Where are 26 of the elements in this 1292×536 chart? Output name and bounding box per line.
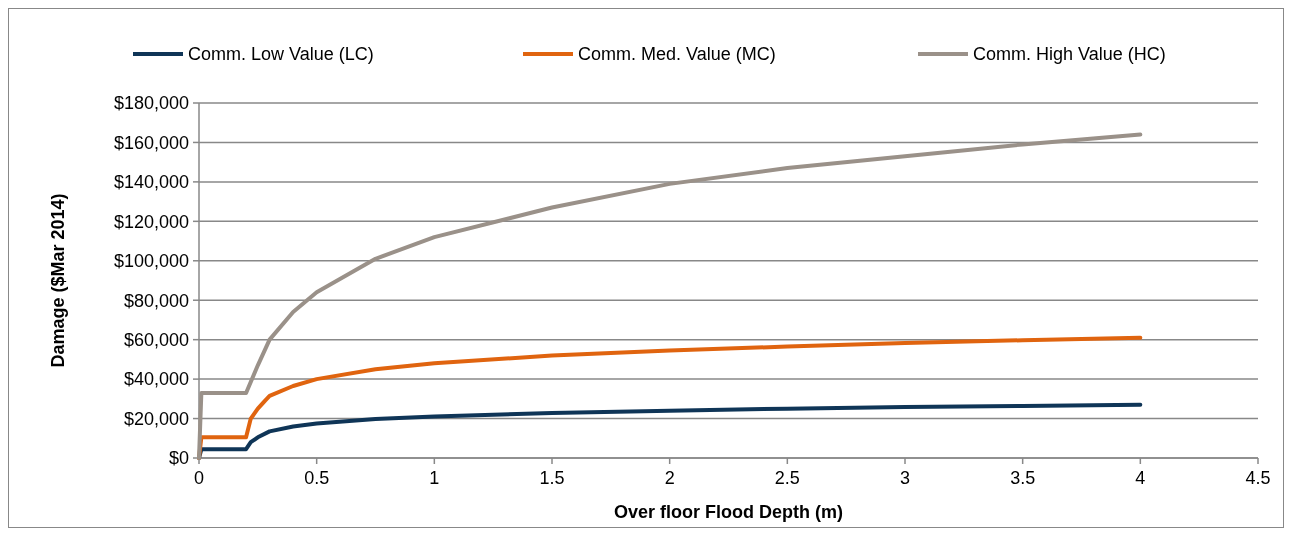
y-tick-label: $100,000	[113, 251, 189, 272]
x-tick-label: 2	[664, 468, 675, 488]
x-tick-label: 1.5	[539, 468, 565, 488]
x-tick-label: 2.5	[774, 468, 800, 488]
x-tick-label: 0.5	[304, 468, 330, 488]
y-tick-label: $120,000	[113, 211, 189, 232]
x-axis-title: Over floor Flood Depth (m)	[614, 502, 843, 522]
y-tick-label: $160,000	[113, 132, 189, 153]
x-tick-label: 3	[899, 468, 911, 488]
legend-label: Comm. High Value (HC)	[973, 44, 1166, 64]
y-tick-label: $180,000	[113, 93, 189, 114]
y-tick-label: $140,000	[113, 172, 189, 193]
y-tick-label: $40,000	[123, 369, 189, 390]
y-tick-label: $80,000	[123, 290, 189, 311]
y-tick-label: $60,000	[123, 329, 189, 350]
legend-label: Comm. Med. Value (MC)	[578, 44, 776, 64]
x-tick-label: 0	[193, 468, 205, 488]
x-tick-label: 1	[429, 468, 440, 488]
y-tick-label: $20,000	[123, 408, 189, 429]
x-tick-label: 4	[1135, 468, 1146, 488]
x-tick-label: 4.5	[1245, 468, 1271, 488]
line-series	[197, 132, 1143, 460]
y-tick-label: $0	[168, 448, 189, 469]
y-axis-title: Damage ($Mar 2014)	[48, 193, 68, 368]
legend-label: Comm. Low Value (LC)	[188, 44, 374, 64]
x-tick-label: 3.5	[1010, 468, 1036, 488]
